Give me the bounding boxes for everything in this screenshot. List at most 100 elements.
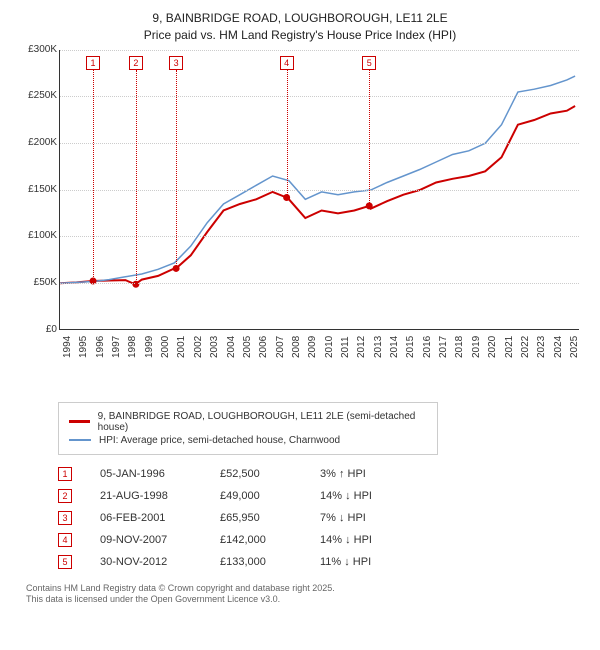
x-tick-label: 1994 xyxy=(62,335,73,357)
x-tick-label: 2007 xyxy=(275,335,286,357)
x-tick-label: 2024 xyxy=(553,335,564,357)
x-axis: 1994 1995 1996 1997 1998 1999 2000 2001 2002 2003… xyxy=(59,330,579,360)
x-tick-label: 2010 xyxy=(324,335,335,357)
gridline xyxy=(60,50,579,51)
x-tick-label: 2008 xyxy=(291,335,302,357)
table-price: £133,000 xyxy=(220,556,320,568)
marker-line xyxy=(287,70,288,197)
table-price: £142,000 xyxy=(220,534,320,546)
x-tick-label: 2011 xyxy=(340,336,351,358)
title-line1: 9, BAINBRIDGE ROAD, LOUGHBOROUGH, LE11 2… xyxy=(14,10,586,27)
x-tick-label: 2021 xyxy=(504,335,515,357)
legend-row: 9, BAINBRIDGE ROAD, LOUGHBOROUGH, LE11 2… xyxy=(69,411,427,433)
x-tick-label: 2017 xyxy=(438,335,449,357)
table-marker: 4 xyxy=(58,533,72,547)
y-axis: £0£50K£100K£150K£200K£250K£300K xyxy=(19,50,59,330)
legend-swatch xyxy=(69,420,90,423)
x-tick-label: 2004 xyxy=(226,335,237,357)
x-tick-label: 2018 xyxy=(454,335,465,357)
x-tick-label: 2012 xyxy=(356,335,367,357)
x-tick-label: 2025 xyxy=(569,335,580,357)
x-tick-label: 2014 xyxy=(389,335,400,357)
marker-box-4: 4 xyxy=(280,56,294,70)
table-marker: 3 xyxy=(58,511,72,525)
y-tick-label: £100K xyxy=(19,230,57,241)
marker-box-1: 1 xyxy=(86,56,100,70)
table-price: £49,000 xyxy=(220,490,320,502)
x-tick-label: 2023 xyxy=(536,335,547,357)
table-hpi: 14% ↓ HPI xyxy=(320,534,420,546)
x-tick-label: 2020 xyxy=(487,335,498,357)
x-tick-label: 2022 xyxy=(520,335,531,357)
y-tick-label: £50K xyxy=(19,277,57,288)
chart-area: £0£50K£100K£150K£200K£250K£300K 12345 19… xyxy=(19,50,579,360)
table-price: £52,500 xyxy=(220,468,320,480)
table-date: 30-NOV-2012 xyxy=(100,556,220,568)
y-tick-label: £150K xyxy=(19,184,57,195)
x-tick-label: 2001 xyxy=(176,335,187,357)
y-tick-label: £0 xyxy=(19,324,57,335)
marker-line xyxy=(369,70,370,206)
legend-label: HPI: Average price, semi-detached house,… xyxy=(99,435,340,446)
table-row: 2 21-AUG-1998£49,00014% ↓ HPI xyxy=(58,489,586,503)
legend-box: 9, BAINBRIDGE ROAD, LOUGHBOROUGH, LE11 2… xyxy=(58,402,438,455)
y-tick-label: £250K xyxy=(19,90,57,101)
table-date: 21-AUG-1998 xyxy=(100,490,220,502)
plot-region: 1 2 3 4 5 xyxy=(59,50,579,330)
x-tick-label: 2002 xyxy=(193,335,204,357)
gridline xyxy=(60,236,579,237)
x-tick-label: 2015 xyxy=(405,335,416,357)
x-tick-label: 2003 xyxy=(209,335,220,357)
table-price: £65,950 xyxy=(220,512,320,524)
marker-box-5: 5 xyxy=(362,56,376,70)
footer: Contains HM Land Registry data © Crown c… xyxy=(26,583,586,606)
marker-line xyxy=(176,70,177,268)
gridline xyxy=(60,283,579,284)
x-tick-label: 2019 xyxy=(471,335,482,357)
legend-swatch xyxy=(69,439,91,441)
table-row: 5 30-NOV-2012£133,00011% ↓ HPI xyxy=(58,555,586,569)
legend-label: 9, BAINBRIDGE ROAD, LOUGHBOROUGH, LE11 2… xyxy=(98,411,427,433)
table-row: 4 09-NOV-2007£142,00014% ↓ HPI xyxy=(58,533,586,547)
x-tick-label: 1999 xyxy=(144,335,155,357)
marker-line xyxy=(136,70,137,284)
x-tick-label: 1998 xyxy=(127,335,138,357)
marker-box-2: 2 xyxy=(129,56,143,70)
table-marker: 5 xyxy=(58,555,72,569)
legend-row: HPI: Average price, semi-detached house,… xyxy=(69,435,427,446)
gridline xyxy=(60,143,579,144)
marker-box-3: 3 xyxy=(169,56,183,70)
table-date: 05-JAN-1996 xyxy=(100,468,220,480)
x-tick-label: 2000 xyxy=(160,335,171,357)
sales-table: 105-JAN-1996£52,5003% ↑ HPI221-AUG-1998£… xyxy=(58,467,586,569)
series-red xyxy=(60,106,575,284)
title-block: 9, BAINBRIDGE ROAD, LOUGHBOROUGH, LE11 2… xyxy=(14,10,586,44)
gridline xyxy=(60,190,579,191)
table-marker: 2 xyxy=(58,489,72,503)
y-tick-label: £200K xyxy=(19,137,57,148)
x-tick-label: 1997 xyxy=(111,335,122,357)
footer-line2: This data is licensed under the Open Gov… xyxy=(26,594,586,606)
x-tick-label: 1996 xyxy=(95,335,106,357)
y-tick-label: £300K xyxy=(19,44,57,55)
marker-line xyxy=(93,70,94,281)
table-hpi: 11% ↓ HPI xyxy=(320,556,420,568)
x-tick-label: 1995 xyxy=(78,335,89,357)
table-row: 3 06-FEB-2001£65,9507% ↓ HPI xyxy=(58,511,586,525)
footer-line1: Contains HM Land Registry data © Crown c… xyxy=(26,583,586,595)
x-tick-label: 2009 xyxy=(307,335,318,357)
table-hpi: 7% ↓ HPI xyxy=(320,512,420,524)
title-line2: Price paid vs. HM Land Registry's House … xyxy=(14,27,586,44)
table-date: 09-NOV-2007 xyxy=(100,534,220,546)
x-tick-label: 2006 xyxy=(258,335,269,357)
table-date: 06-FEB-2001 xyxy=(100,512,220,524)
table-marker: 1 xyxy=(58,467,72,481)
table-hpi: 3% ↑ HPI xyxy=(320,468,420,480)
x-tick-label: 2013 xyxy=(373,335,384,357)
x-tick-label: 2016 xyxy=(422,335,433,357)
table-row: 1 05-JAN-1996£52,5003% ↑ HPI xyxy=(58,467,586,481)
series-blue xyxy=(60,76,575,283)
gridline xyxy=(60,96,579,97)
x-tick-label: 2005 xyxy=(242,335,253,357)
table-hpi: 14% ↓ HPI xyxy=(320,490,420,502)
